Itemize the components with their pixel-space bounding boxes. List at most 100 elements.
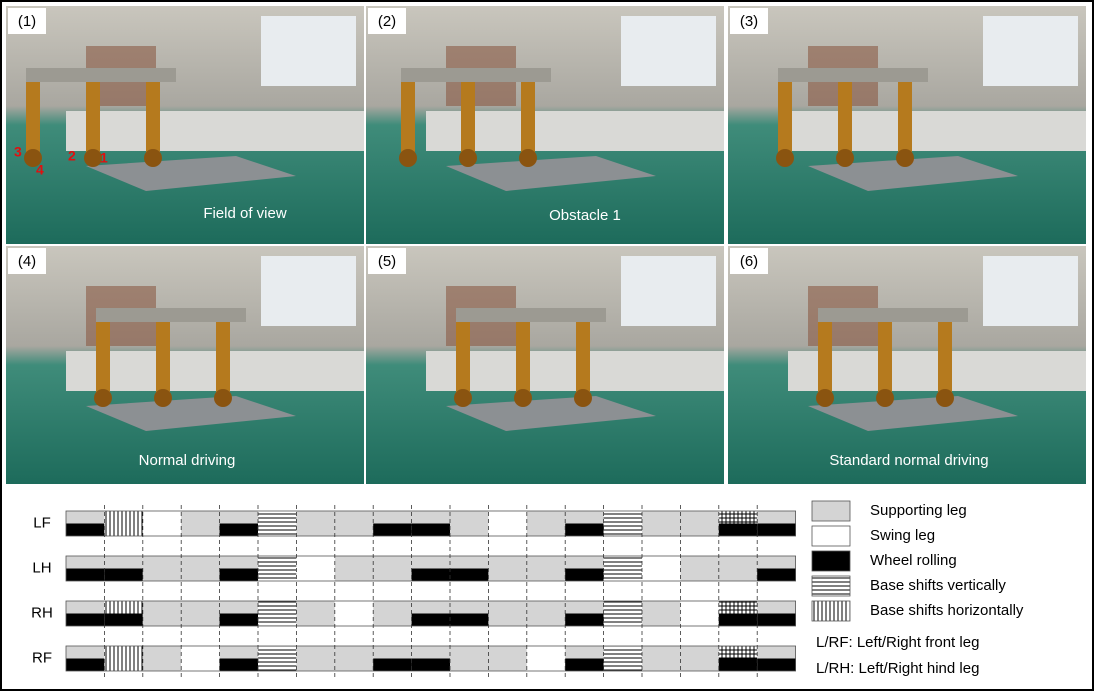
cell-fill xyxy=(488,601,526,626)
cell-fill xyxy=(181,511,219,536)
cell-fill xyxy=(642,601,680,626)
gait-cell xyxy=(488,556,526,581)
cell-fill xyxy=(604,511,642,536)
leg-number: 2 xyxy=(68,148,76,164)
cell-fill xyxy=(680,511,718,536)
gait-cell xyxy=(258,601,296,626)
cell-fill xyxy=(373,601,411,626)
wheel-rolling xyxy=(220,614,258,627)
robot-leg xyxy=(838,76,852,156)
gait-cell xyxy=(373,556,411,581)
gait-cell xyxy=(335,646,373,671)
gait-cell xyxy=(757,511,795,536)
leg-number: 4 xyxy=(36,162,44,178)
wheel-rolling xyxy=(757,569,795,582)
gait-cell xyxy=(412,556,450,581)
gait-cell xyxy=(719,556,757,581)
gait-cell xyxy=(220,511,258,536)
gait-cell xyxy=(143,646,181,671)
robot-wheel xyxy=(936,389,954,407)
wheel-rolling xyxy=(565,614,603,627)
figure: (1)Field of view3421(2)Obstacle 1(3)(4)N… xyxy=(0,0,1094,691)
cell-fill xyxy=(335,556,373,581)
wheel-rolling xyxy=(373,524,411,537)
panel-label: (2) xyxy=(378,13,396,30)
annotation: Obstacle 1 xyxy=(549,207,621,224)
gait-cell xyxy=(220,556,258,581)
cell-fill xyxy=(642,646,680,671)
robot-leg xyxy=(461,76,475,156)
wheel-rolling xyxy=(719,659,757,672)
panel-label: (5) xyxy=(378,253,396,270)
wheel-rolling xyxy=(757,659,795,672)
cell-fill xyxy=(642,511,680,536)
gait-cell xyxy=(642,601,680,626)
gait-cell xyxy=(335,601,373,626)
photo-panel: (2) Obstacle 1 xyxy=(366,6,724,244)
robot-wheel xyxy=(776,149,794,167)
robot-leg xyxy=(878,316,892,396)
cell-fill xyxy=(104,511,142,536)
machine-bed xyxy=(788,111,1086,151)
gait-cell xyxy=(143,511,181,536)
cell-fill xyxy=(719,556,757,581)
legend-label: Base shifts vertically xyxy=(870,577,1006,594)
cell-fill xyxy=(143,556,181,581)
robot-wheel xyxy=(519,149,537,167)
cell-fill xyxy=(296,556,334,581)
cell-fill xyxy=(258,511,296,536)
legend-note: L/RF: Left/Right front leg xyxy=(816,634,979,651)
cell-fill xyxy=(680,646,718,671)
gait-cell xyxy=(66,601,104,626)
wheel-rolling xyxy=(66,524,104,537)
gait-cell xyxy=(757,646,795,671)
robot-leg xyxy=(86,76,100,156)
gait-cell xyxy=(335,556,373,581)
robot-leg xyxy=(516,316,530,396)
cell-fill xyxy=(143,511,181,536)
cell-fill xyxy=(181,556,219,581)
gait-cell xyxy=(258,511,296,536)
wheel-rolling xyxy=(565,569,603,582)
cell-fill xyxy=(181,601,219,626)
row-label: RF xyxy=(32,649,52,666)
robot-leg xyxy=(156,316,170,396)
gait-cell xyxy=(565,601,603,626)
gait-cell xyxy=(335,511,373,536)
gait-cell xyxy=(450,601,488,626)
wheel-rolling xyxy=(757,524,795,537)
wall-board xyxy=(261,256,356,326)
gait-cell xyxy=(680,601,718,626)
cell-fill xyxy=(527,646,565,671)
gait-cell xyxy=(757,601,795,626)
robot-leg xyxy=(521,76,535,156)
gait-cell xyxy=(450,556,488,581)
robot-body xyxy=(818,308,968,322)
gait-cell xyxy=(296,511,334,536)
wheel-rolling xyxy=(220,569,258,582)
legend-label: Swing leg xyxy=(870,527,935,544)
wall-board xyxy=(983,256,1078,326)
cell-fill xyxy=(258,646,296,671)
cell-fill xyxy=(104,646,142,671)
robot-leg xyxy=(576,316,590,396)
machine-bed xyxy=(426,351,724,391)
robot-leg xyxy=(778,76,792,156)
panel-label: (3) xyxy=(740,13,758,30)
cell-fill xyxy=(335,646,373,671)
gait-cell xyxy=(143,556,181,581)
gait-cell xyxy=(719,646,757,671)
photo-panel: (4)Normal driving xyxy=(6,246,364,484)
gait-cell xyxy=(488,511,526,536)
robot-wheel xyxy=(94,389,112,407)
gait-cell xyxy=(527,556,565,581)
gait-cell xyxy=(527,646,565,671)
cell-fill xyxy=(527,601,565,626)
wheel-rolling xyxy=(66,614,104,627)
gait-cell xyxy=(604,511,642,536)
wheel-rolling xyxy=(104,569,142,582)
robot-leg xyxy=(456,316,470,396)
wall-board xyxy=(261,16,356,86)
wheel-rolling xyxy=(565,524,603,537)
